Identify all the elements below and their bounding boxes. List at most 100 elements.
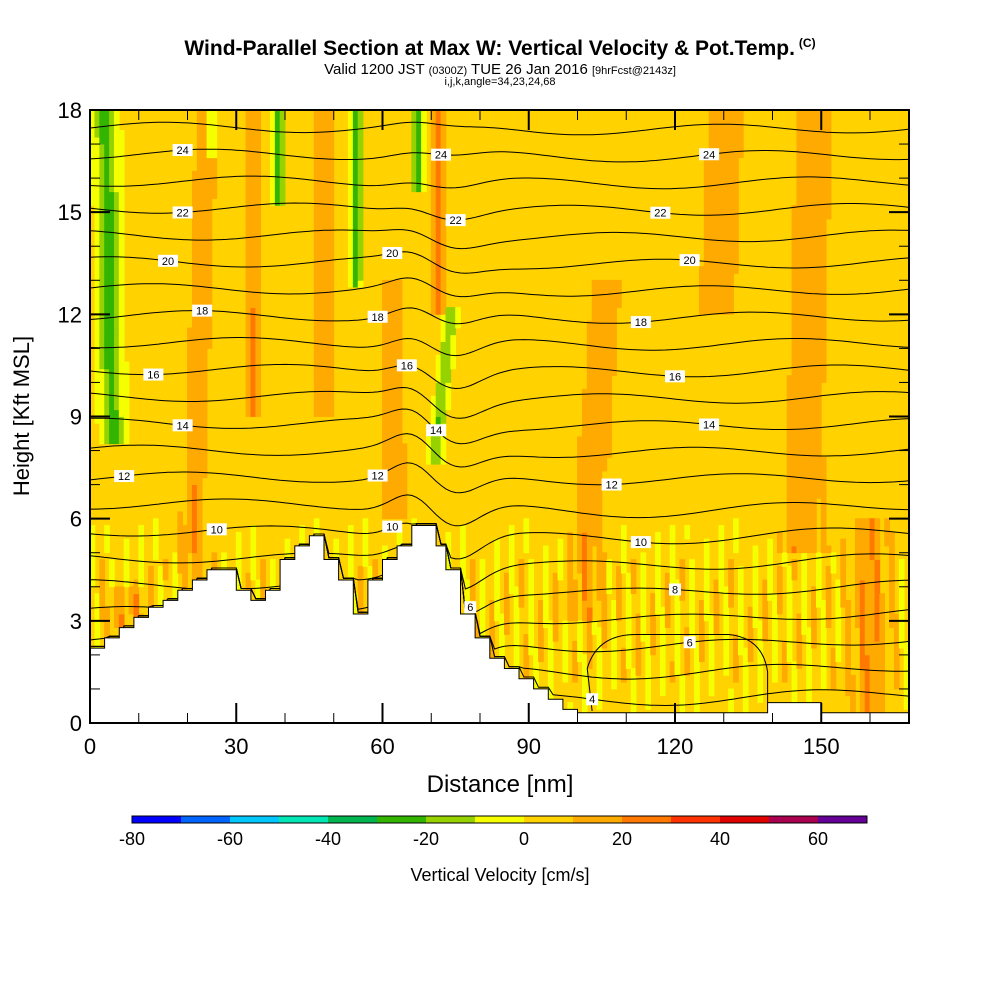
field-cell xyxy=(445,395,452,404)
contour-label-bg xyxy=(699,418,720,431)
field-cell xyxy=(796,634,803,642)
field-cell xyxy=(279,170,286,179)
field-cell xyxy=(703,232,739,240)
field-cell xyxy=(94,341,101,349)
field-cell xyxy=(869,525,876,533)
field-cell xyxy=(250,525,257,533)
colorbar-frame xyxy=(131,815,868,824)
field-cell xyxy=(118,382,130,390)
field-cell xyxy=(845,681,856,690)
field-cell xyxy=(513,647,520,656)
y-tick-label: 3 xyxy=(70,609,82,634)
field-cell xyxy=(903,695,909,703)
field-cell xyxy=(698,613,705,622)
field-cell xyxy=(118,361,130,370)
field-cell xyxy=(421,170,427,179)
field-cell xyxy=(747,654,754,663)
field-cell xyxy=(357,239,364,247)
field-cell xyxy=(874,531,881,540)
field-cell xyxy=(591,293,622,302)
field-cell xyxy=(362,538,369,547)
field-cell xyxy=(94,334,101,342)
field-cell xyxy=(191,245,213,254)
field-cell xyxy=(815,579,822,588)
field-cell xyxy=(786,640,793,649)
field-cell xyxy=(440,375,452,383)
field-cell xyxy=(703,170,739,179)
field-cell xyxy=(421,164,427,172)
field-cell xyxy=(99,313,106,322)
field-cell xyxy=(581,668,588,676)
field-cell xyxy=(113,375,120,383)
colorbar-swatch xyxy=(426,816,476,823)
field-cell xyxy=(713,600,720,608)
field-cell xyxy=(581,702,588,710)
field-cell xyxy=(99,136,110,145)
field-cell xyxy=(211,559,218,567)
field-cell xyxy=(694,647,700,656)
field-cell xyxy=(357,177,364,186)
field-cell xyxy=(99,143,106,152)
field-cell xyxy=(347,565,354,574)
contour-label-bg xyxy=(665,370,685,383)
field-cell xyxy=(650,634,656,642)
field-cell xyxy=(684,627,691,635)
field-cell xyxy=(357,136,364,145)
field-cell xyxy=(703,579,710,588)
field-cell xyxy=(577,545,583,554)
contour-label: 6 xyxy=(467,602,473,614)
field-cell xyxy=(742,695,749,703)
field-cell xyxy=(250,327,257,336)
field-cell xyxy=(655,545,661,554)
field-cell xyxy=(245,368,252,377)
field-cell xyxy=(445,307,457,315)
field-cell xyxy=(479,593,486,601)
colorbar-swatch xyxy=(818,816,868,823)
field-cell xyxy=(825,620,832,629)
field-cell xyxy=(659,688,666,697)
field-cell xyxy=(113,266,120,274)
field-cell xyxy=(791,361,827,370)
field-cell xyxy=(791,545,798,554)
field-cell xyxy=(440,266,447,274)
field-cell xyxy=(430,164,437,172)
field-cell xyxy=(533,668,539,676)
field-cell xyxy=(552,606,559,615)
contour-label-bg xyxy=(396,359,417,372)
field-cell xyxy=(118,239,125,247)
field-cell xyxy=(645,654,652,663)
contour-label-bg xyxy=(431,148,451,161)
field-cell xyxy=(611,613,617,622)
field-cell xyxy=(762,613,769,622)
field-cell xyxy=(606,565,613,574)
field-cell xyxy=(104,395,110,404)
field-cell xyxy=(703,586,710,594)
field-cell xyxy=(557,572,564,581)
field-cell xyxy=(123,552,130,560)
field-cell xyxy=(245,395,252,404)
field-cell xyxy=(138,572,145,581)
theta-contour-line xyxy=(90,307,909,325)
field-cell xyxy=(796,116,832,125)
field-cell xyxy=(455,307,461,315)
field-cell xyxy=(547,647,554,656)
field-cell xyxy=(113,606,125,615)
field-cell xyxy=(245,286,262,295)
field-cell xyxy=(874,525,881,533)
field-cell xyxy=(99,300,106,308)
field-cell xyxy=(113,361,120,370)
theta-contour-line xyxy=(90,337,909,357)
field-cell xyxy=(416,170,422,179)
field-cell xyxy=(694,702,700,710)
field-cell xyxy=(94,293,101,302)
field-cell xyxy=(118,232,125,240)
field-cell xyxy=(596,586,608,594)
field-cell xyxy=(528,613,535,622)
field-cell xyxy=(503,572,510,581)
field-cell xyxy=(430,273,437,281)
field-cell xyxy=(187,382,208,390)
field-cell xyxy=(279,123,286,131)
field-cell xyxy=(94,634,101,642)
field-cell xyxy=(118,198,125,206)
field-cell xyxy=(109,150,115,159)
